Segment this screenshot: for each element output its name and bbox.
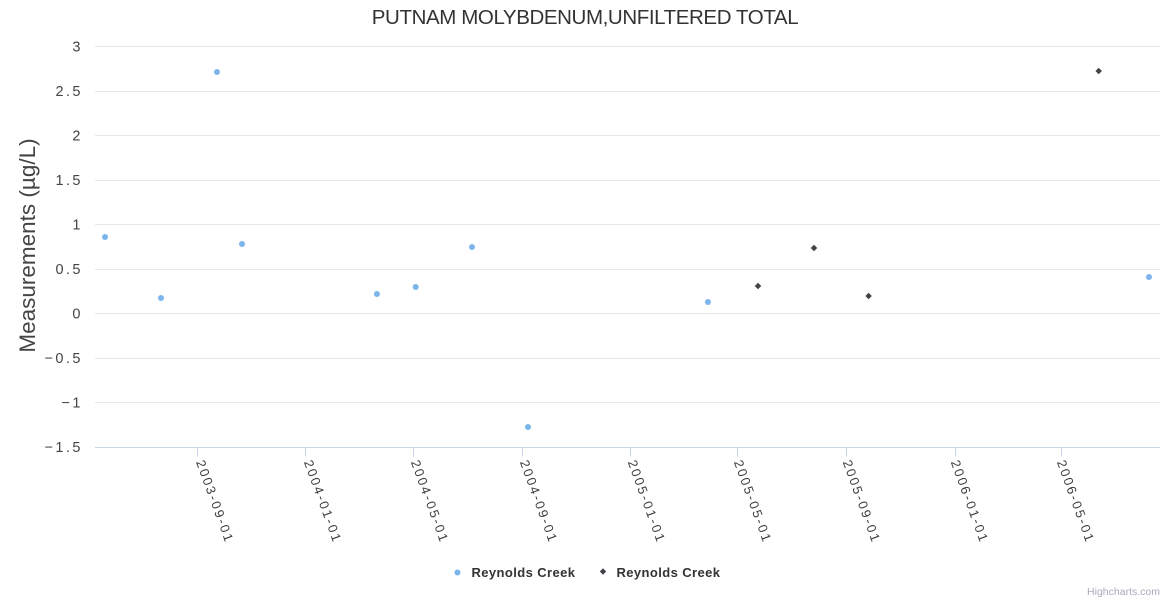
svg-text:−1: −1 bbox=[61, 396, 82, 412]
svg-text:2.5: 2.5 bbox=[55, 84, 82, 100]
svg-text:3: 3 bbox=[72, 40, 82, 56]
svg-text:Measurements (µg/L): Measurements (µg/L) bbox=[15, 138, 40, 352]
svg-text:−0.5: −0.5 bbox=[45, 351, 83, 367]
svg-text:0: 0 bbox=[72, 307, 82, 323]
svg-text:Reynolds Creek: Reynolds Creek bbox=[472, 565, 576, 580]
svg-text:1.5: 1.5 bbox=[55, 173, 82, 189]
svg-text:PUTNAM MOLYBDENUM,UNFILTERED T: PUTNAM MOLYBDENUM,UNFILTERED TOTAL bbox=[372, 6, 798, 29]
svg-text:Reynolds Creek: Reynolds Creek bbox=[617, 565, 721, 580]
svg-text:−1.5: −1.5 bbox=[45, 440, 83, 456]
svg-text:1: 1 bbox=[72, 218, 82, 234]
svg-text:Highcharts.com: Highcharts.com bbox=[1087, 586, 1160, 598]
svg-text:2: 2 bbox=[72, 129, 82, 145]
svg-text:0.5: 0.5 bbox=[55, 262, 82, 278]
